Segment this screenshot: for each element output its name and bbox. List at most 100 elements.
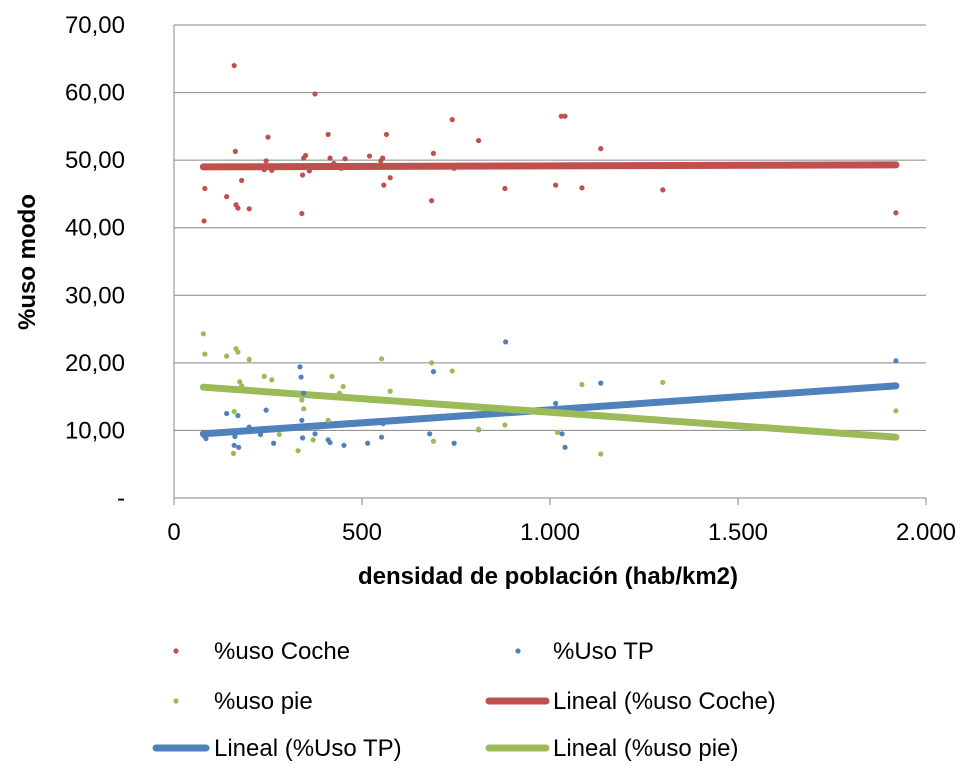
y-tick-label: 10,00: [65, 417, 125, 444]
data-point: [265, 134, 271, 140]
data-point: [553, 182, 559, 188]
data-point: [231, 62, 237, 69]
data-point: [449, 368, 455, 374]
data-point: [475, 137, 482, 144]
data-point: [203, 435, 209, 442]
data-point: [338, 165, 344, 171]
data-point: [554, 429, 561, 436]
data-point: [303, 152, 309, 159]
gridlines: [174, 24, 926, 431]
data-point: [598, 146, 604, 152]
y-tick-label: -: [117, 485, 125, 512]
data-point: [201, 218, 207, 224]
data-point: [579, 185, 585, 191]
data-point: [246, 424, 252, 430]
data-point: [340, 383, 346, 390]
data-point: [299, 172, 306, 178]
data-point: [235, 205, 241, 211]
data-point: [298, 374, 304, 380]
data-point: [325, 417, 331, 423]
x-tick-label: 0: [167, 519, 180, 546]
data-point: [297, 364, 303, 370]
data-point: [381, 398, 387, 404]
data-point: [558, 113, 564, 119]
data-point: [341, 442, 347, 448]
legend-label: %uso Coche: [214, 638, 350, 665]
data-point: [579, 381, 585, 388]
data-point: [562, 113, 568, 119]
data-point: [598, 380, 604, 386]
data-point: [261, 167, 267, 173]
data-point: [893, 408, 899, 414]
legend-label: %uso pie: [214, 688, 313, 715]
data-point: [327, 439, 333, 446]
data-point: [231, 408, 237, 415]
data-point: [893, 210, 899, 216]
data-points: [200, 62, 899, 457]
data-point: [299, 435, 306, 441]
y-tick-label: 20,00: [65, 350, 125, 377]
data-point: [381, 182, 387, 188]
y-tick-label: 40,00: [65, 215, 125, 242]
x-tick-label: 1.000: [520, 519, 580, 546]
data-point: [310, 437, 316, 443]
data-point: [239, 177, 245, 184]
x-tick-label: 2.000: [896, 519, 956, 546]
data-point: [232, 148, 238, 154]
data-point: [380, 421, 386, 427]
data-point: [430, 438, 437, 444]
y-tick-label: 50,00: [65, 147, 125, 174]
data-point: [261, 373, 267, 379]
data-point: [237, 379, 243, 385]
data-point: [299, 210, 305, 217]
legend-label: Lineal (%uso Coche): [553, 688, 776, 715]
data-point: [239, 383, 245, 389]
data-point: [269, 377, 275, 383]
data-point: [231, 442, 237, 448]
legend-label: Lineal (%uso pie): [553, 735, 738, 762]
x-tick-label: 1.500: [708, 519, 768, 546]
data-point: [202, 351, 208, 357]
data-point: [301, 390, 307, 396]
x-tick-label: 500: [342, 519, 382, 546]
trendline: [199, 161, 900, 171]
data-point: [235, 412, 241, 419]
data-point: [660, 379, 666, 386]
data-point: [235, 349, 241, 355]
data-point: [336, 421, 343, 427]
y-axis-title: %uso modo: [14, 194, 41, 330]
data-point: [263, 158, 269, 164]
data-point: [428, 198, 435, 204]
data-point: [327, 155, 333, 161]
data-point: [323, 422, 329, 428]
data-point: [336, 390, 343, 396]
data-point: [451, 440, 457, 446]
data-point: [430, 369, 437, 375]
data-point: [306, 168, 312, 174]
legend-label: Lineal (%Uso TP): [214, 735, 402, 762]
x-axis-title: densidad de población (hab/km2): [358, 563, 738, 590]
data-point: [383, 131, 390, 138]
data-point: [329, 373, 335, 379]
data-point: [553, 400, 559, 406]
data-point: [271, 440, 277, 446]
data-point: [893, 358, 899, 364]
data-point: [475, 426, 482, 432]
data-point: [342, 156, 348, 162]
data-point: [299, 417, 305, 423]
data-point: [230, 450, 237, 457]
data-point: [387, 175, 393, 181]
data-point: [301, 406, 307, 412]
data-point: [559, 431, 565, 437]
data-point: [312, 431, 318, 437]
legend-dot-marker: [173, 648, 179, 654]
data-point: [263, 407, 269, 413]
trendlines: [199, 161, 900, 441]
data-point: [331, 160, 337, 167]
axes: [173, 25, 927, 505]
data-point: [378, 356, 385, 362]
data-point: [380, 155, 386, 161]
y-tick-label: 60,00: [65, 80, 125, 107]
legend-dot-marker: [515, 648, 521, 654]
